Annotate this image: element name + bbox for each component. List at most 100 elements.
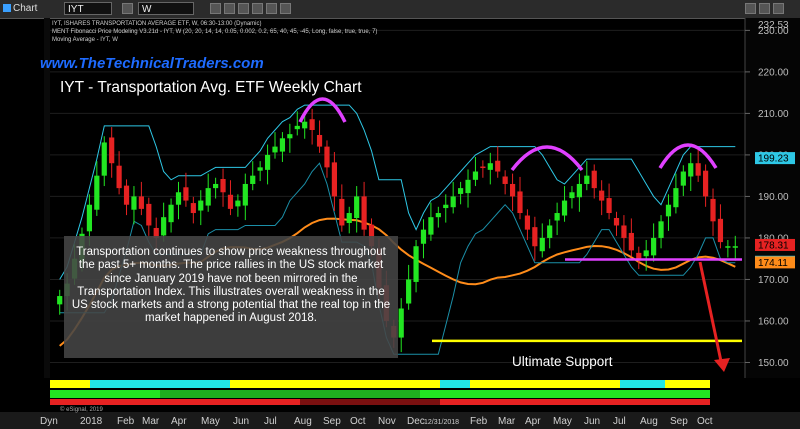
candle-body-11 xyxy=(138,196,144,209)
x-tick-label-18: Jun xyxy=(584,416,600,427)
toolbar-tool-5-icon[interactable] xyxy=(266,3,277,14)
candle-body-19 xyxy=(198,200,204,211)
candle-body-74 xyxy=(606,198,612,214)
overlays xyxy=(298,97,742,372)
band-mid-3 xyxy=(440,390,710,398)
band-top-5 xyxy=(620,380,665,388)
x-tick-label-12: Dec xyxy=(407,416,425,427)
candle-body-66 xyxy=(547,225,553,238)
price-axis: 150.00160.00170.00180.00190.00200.00210.… xyxy=(44,18,800,378)
candle-body-21 xyxy=(213,183,219,189)
candle-body-8 xyxy=(116,165,122,189)
x-tick-label-17: May xyxy=(553,416,572,427)
interval-select[interactable]: W xyxy=(138,2,194,15)
band-bottom-0 xyxy=(50,399,300,405)
toolbar-tool-3-icon[interactable] xyxy=(238,3,249,14)
left-axis xyxy=(44,18,50,378)
candle-body-41 xyxy=(361,196,367,230)
candle-body-34 xyxy=(309,119,315,131)
candle-body-58 xyxy=(487,163,493,170)
lookup-icon[interactable] xyxy=(122,3,133,14)
x-tick-label-20: Aug xyxy=(640,416,658,427)
candle-body-28 xyxy=(264,154,271,170)
band-mid-1 xyxy=(160,390,420,398)
band-top-6 xyxy=(665,380,710,388)
price-tag-label-3: 174.11 xyxy=(758,258,788,269)
candle-body-67 xyxy=(554,213,560,221)
y-tick-label-170: 170.00 xyxy=(758,275,789,286)
candle-body-61 xyxy=(509,183,516,197)
x-tick-label-11: Nov xyxy=(378,416,396,427)
candle-body-14 xyxy=(161,217,167,236)
candle-body-37 xyxy=(331,162,337,197)
y-tick-label-230: 230.00 xyxy=(758,26,789,37)
support-label: Ultimate Support xyxy=(512,354,613,369)
close-icon[interactable] xyxy=(773,3,784,14)
window-menu[interactable]: Chart xyxy=(3,2,37,15)
candle-body-25 xyxy=(242,183,248,206)
candle-body-52 xyxy=(443,204,449,209)
candle-body-27 xyxy=(257,167,263,171)
x-tick-label-4: Apr xyxy=(171,416,187,427)
time-axis: Dyn 2018 Feb Mar Apr May Jun Jul Aug Sep Oct Nov Dec… xyxy=(0,412,800,429)
y-tick-label-190: 190.00 xyxy=(758,192,789,203)
minimize-icon[interactable] xyxy=(745,3,756,14)
candle-body-47 xyxy=(406,279,412,304)
chart-title: IYT - Transportation Avg. ETF Weekly Cha… xyxy=(60,79,362,96)
candle-body-59 xyxy=(495,160,501,172)
candle-body-31 xyxy=(287,134,293,139)
candle-body-78 xyxy=(636,252,642,259)
info-line-3: Moving Average - IYT, W xyxy=(52,37,118,43)
x-tick-label-2: Feb xyxy=(117,416,135,427)
y-tick-label-180: 180.00 xyxy=(758,233,789,244)
x-tick-label-3: Mar xyxy=(142,416,160,427)
candle-body-76 xyxy=(621,225,627,238)
copyright: © eSignal, 2019 xyxy=(60,406,103,413)
toolbar-tool-1-icon[interactable] xyxy=(210,3,221,14)
peak-arc-0 xyxy=(298,97,347,123)
candle-body-88 xyxy=(710,198,716,222)
candle-body-29 xyxy=(272,146,278,153)
x-tick-label-7: Jul xyxy=(264,416,277,427)
candle-body-82 xyxy=(665,204,672,217)
price-tag-0 xyxy=(755,152,795,165)
candle-body-91 xyxy=(732,246,738,248)
maximize-icon[interactable] xyxy=(759,3,770,14)
candle-body-53 xyxy=(450,196,456,208)
time-axis-background xyxy=(0,412,800,429)
candle-body-33 xyxy=(302,121,308,129)
band-bottom-1 xyxy=(300,399,440,405)
price-tag-label-1: 178.31 xyxy=(758,240,789,251)
x-tick-label-22: Oct xyxy=(697,416,713,427)
x-tick-label-19: Jul xyxy=(613,416,626,427)
candle-body-46 xyxy=(398,308,404,338)
x-tick-label-1: 2018 xyxy=(80,416,103,427)
candle-body-90 xyxy=(725,246,731,248)
candle-body-17 xyxy=(183,187,189,201)
candle-body-15 xyxy=(168,204,174,223)
candle-body-16 xyxy=(175,192,182,205)
y-tick-label-220: 220.00 xyxy=(758,67,789,78)
band-top-0 xyxy=(50,380,90,388)
candle-body-48 xyxy=(413,246,419,282)
symbol-input[interactable]: IYT xyxy=(64,2,112,15)
candle-body-63 xyxy=(524,215,531,230)
candle-body-50 xyxy=(428,217,434,235)
toolbar-tool-2-icon[interactable] xyxy=(224,3,235,14)
candle-body-60 xyxy=(502,176,508,184)
candle-body-6 xyxy=(101,142,107,176)
toolbar-tool-4-icon[interactable] xyxy=(252,3,263,14)
candle-body-39 xyxy=(346,213,352,223)
candle-body-51 xyxy=(435,213,441,218)
y-tick-label-210: 210.00 xyxy=(758,109,789,120)
band-mid-0 xyxy=(50,390,160,398)
candle-body-80 xyxy=(651,237,657,256)
info-line-2: MENT Fibonacci Price Modeling V3.21d - I… xyxy=(52,29,377,35)
candle-body-65 xyxy=(539,237,545,252)
price-tag-3 xyxy=(755,256,795,269)
toolbar-tool-6-icon[interactable] xyxy=(280,3,291,14)
candle-body-89 xyxy=(717,218,724,243)
candle-body-68 xyxy=(561,200,568,216)
candle-body-83 xyxy=(673,188,679,208)
